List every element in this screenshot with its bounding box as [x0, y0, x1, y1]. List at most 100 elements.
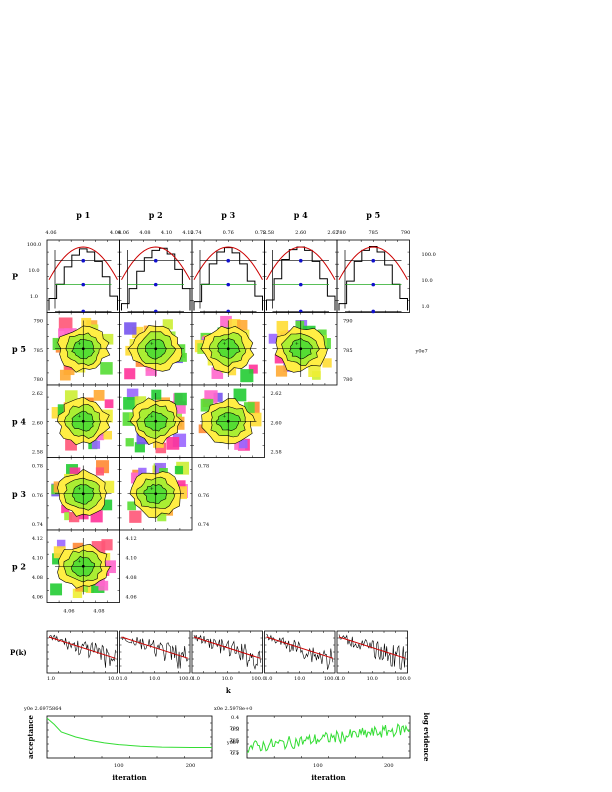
- pk-data-line: [193, 634, 261, 670]
- pk-data-line: [338, 634, 406, 671]
- marginal-curve-p4: [266, 246, 336, 280]
- tick-marks: [337, 240, 410, 313]
- acceptance-xtick-label: 100: [114, 763, 124, 769]
- evidence-inner-tick-label: 785: [229, 738, 239, 744]
- level-point: [371, 282, 376, 287]
- bottom-tick-label: 4.06: [63, 609, 74, 615]
- top-tick-label: 4.06: [45, 230, 56, 236]
- pk-tick-label: 100.0: [251, 676, 265, 682]
- row-label-2: p 4: [12, 416, 26, 426]
- joint-panel-p2-p5: +: [119, 312, 193, 386]
- pk-model-line: [338, 636, 406, 659]
- density-cell: [91, 440, 101, 449]
- density-cell: [177, 352, 187, 362]
- density-cell: [102, 333, 114, 345]
- pk-tick-label: 10.0: [294, 676, 305, 682]
- marginal-histogram-p4: [266, 246, 336, 311]
- level-point: [226, 282, 231, 287]
- tick-marks: [47, 631, 118, 673]
- marginal-panel-p3: [191, 239, 265, 313]
- density-cell: [126, 388, 139, 401]
- density-cell: [95, 576, 105, 587]
- marker-plus: +: [150, 413, 154, 419]
- best-fit-point: [226, 419, 230, 423]
- density-cell: [177, 480, 186, 489]
- side-tick-label: 780: [343, 377, 353, 383]
- marker-plus: +: [295, 341, 299, 347]
- evidence-inner-tick-label: 790: [229, 726, 239, 732]
- tick-marks: [47, 240, 120, 313]
- tick-marks: [192, 631, 263, 673]
- pk-model-line: [266, 636, 334, 659]
- pk-tick-label: 1.0: [192, 676, 200, 682]
- density-cell: [295, 320, 305, 330]
- density-cell: [138, 467, 147, 477]
- side-tick-label: 0.76: [198, 493, 209, 499]
- row-label-0: P: [12, 271, 18, 281]
- evidence-ylabel: log evidence: [422, 713, 431, 763]
- best-fit-point: [154, 492, 158, 496]
- marginal-curve-p1: [48, 246, 118, 280]
- side-tick-label: 785: [343, 348, 353, 354]
- marker-plus: +: [150, 486, 154, 492]
- top-tick-label: 0.76: [223, 230, 234, 236]
- density-cell: [134, 396, 147, 408]
- tick-marks: [47, 457, 120, 530]
- column-title-p4: p 4: [294, 210, 308, 220]
- pk-data-line: [266, 633, 334, 670]
- density-cell: [248, 364, 258, 374]
- top-tick-label: 780: [336, 230, 346, 236]
- side-tick-label: 2.60: [271, 420, 282, 426]
- evidence-left-tick-label: 0.1: [231, 751, 239, 757]
- density-cell: [155, 442, 167, 454]
- pk-tick-label: 100.0: [324, 676, 338, 682]
- p5-offset-label: y0e7: [415, 349, 428, 355]
- acceptance-offset-label: y0e 2.6975864: [23, 706, 62, 712]
- density-cell: [132, 326, 144, 339]
- joint-panel-p2-p4: +: [119, 384, 193, 458]
- density-cell: [104, 399, 114, 409]
- density-cell: [145, 364, 157, 376]
- column-title-p5: p 5: [366, 210, 380, 220]
- best-fit-point: [81, 347, 85, 351]
- density-cell: [240, 369, 254, 383]
- evidence-left-tick-label: 0.2: [231, 739, 239, 745]
- evidence-left-tick-label: 0.4: [231, 715, 239, 721]
- P-right-tick-label: 10.0: [422, 278, 433, 284]
- left-tick-label: 2.60: [32, 420, 43, 426]
- left-tick-label: 780: [33, 377, 43, 383]
- pk-panel-1: [46, 630, 118, 674]
- side-tick-label: 4.10: [126, 556, 137, 562]
- evidence-panel: [246, 715, 411, 759]
- left-tick-label: 2.58: [32, 450, 43, 456]
- tick-marks: [119, 240, 192, 313]
- pk-data-line: [121, 636, 189, 669]
- top-tick-label: 4.06: [118, 230, 129, 236]
- marginal-histogram-p2: [121, 247, 191, 311]
- P-left-tick-label: 1.0: [30, 294, 38, 300]
- best-fit-point: [299, 347, 303, 351]
- level-point: [153, 282, 158, 287]
- marker-plus: +: [77, 486, 81, 492]
- marker-plus: +: [150, 341, 154, 347]
- density-cell: [124, 322, 137, 335]
- pk-tick-label: 1.0: [120, 676, 128, 682]
- tick-marks: [47, 530, 120, 603]
- side-tick-label: 2.58: [271, 450, 282, 456]
- joint-panel-p1-p5: +: [46, 312, 120, 386]
- pk-tick-label: 10.0: [149, 676, 160, 682]
- density-cell: [68, 511, 80, 523]
- density-cell: [233, 388, 247, 402]
- top-tick-label: 4.10: [161, 230, 172, 236]
- marker-plus: +: [77, 558, 81, 564]
- marginal-histogram-p1: [48, 248, 118, 311]
- density-cell: [53, 546, 66, 559]
- pk-tick-label: 10.0: [108, 676, 119, 682]
- top-tick-label: 2.62: [327, 230, 338, 236]
- density-cell: [93, 389, 105, 401]
- column-title-p1: p 1: [76, 210, 90, 220]
- density-cell: [239, 439, 248, 449]
- joint-panel-p3-p4: +: [191, 384, 265, 458]
- marginal-panel-p4: [264, 239, 338, 313]
- P-left-tick-label: 10.0: [28, 268, 39, 274]
